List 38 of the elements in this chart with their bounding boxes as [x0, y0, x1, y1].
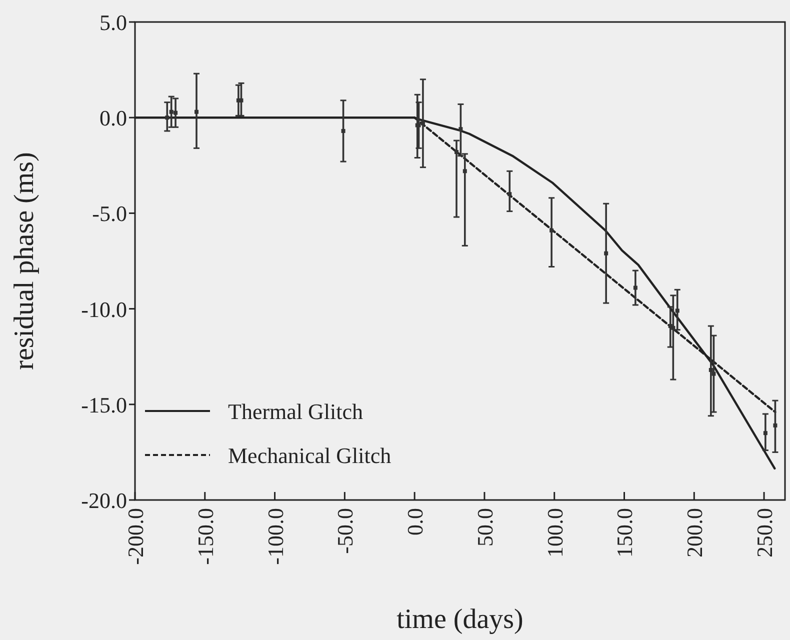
- point: [420, 121, 425, 126]
- y-tick-label: 0.0: [100, 106, 127, 131]
- y-axis-title: residual phase (ms): [9, 152, 40, 370]
- point: [550, 228, 554, 232]
- x-tick-label: -50.0: [332, 508, 358, 554]
- y-tick-label: -15.0: [81, 392, 127, 418]
- point: [454, 150, 459, 154]
- x-tick-label: 250.0: [752, 508, 778, 558]
- legend-label: Mechanical Glitch: [228, 443, 392, 468]
- point: [165, 116, 170, 120]
- point: [633, 286, 638, 290]
- point: [675, 308, 680, 313]
- point: [458, 127, 463, 132]
- point: [341, 128, 346, 133]
- point: [708, 368, 713, 372]
- point: [174, 110, 178, 115]
- y-tick-label: -5.0: [92, 201, 127, 226]
- point: [508, 192, 512, 196]
- x-axis-title: time (days): [396, 604, 524, 635]
- point: [604, 251, 608, 256]
- point: [671, 326, 676, 330]
- point: [194, 110, 199, 114]
- point: [763, 431, 768, 436]
- x-tick-label: -100.0: [262, 508, 288, 565]
- x-tick-label: 0.0: [402, 508, 428, 536]
- legend-label: Thermal Glitch: [228, 399, 364, 424]
- y-tick-label: -10.0: [81, 296, 127, 322]
- point: [169, 110, 174, 114]
- y-tick-label: 5.0: [100, 10, 127, 35]
- point: [773, 423, 778, 428]
- x-tick-label: 100.0: [542, 508, 568, 558]
- point: [462, 169, 467, 174]
- x-tick-label: -150.0: [192, 508, 218, 565]
- x-tick-label: 150.0: [612, 508, 638, 558]
- x-tick-label: 200.0: [682, 508, 708, 558]
- point: [712, 372, 716, 376]
- point: [239, 98, 244, 102]
- x-tick-label: 50.0: [472, 508, 498, 546]
